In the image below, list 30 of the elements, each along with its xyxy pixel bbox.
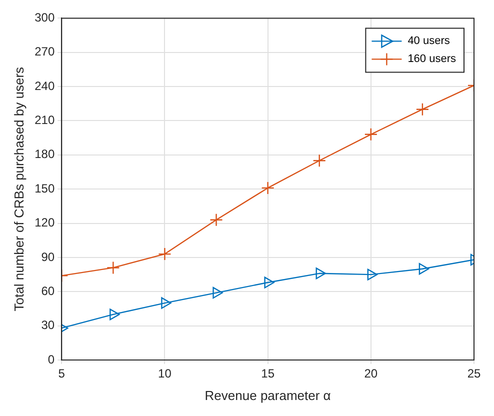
legend-label: 40 users	[408, 35, 450, 48]
x-tick-label: 10	[158, 366, 172, 381]
x-axis-title: Revenue parameter α	[204, 388, 332, 403]
point	[312, 154, 326, 168]
legend-label: 160 users	[408, 53, 456, 66]
y-tick-label: 240	[34, 78, 55, 93]
point	[316, 268, 326, 280]
y-axis-title: Total number of CRBs purchased by users	[11, 66, 26, 312]
y-tick-label: 150	[34, 181, 55, 196]
x-tick-label: 15	[261, 366, 275, 381]
point	[261, 181, 274, 195]
point	[416, 102, 430, 116]
point	[264, 276, 274, 288]
point	[210, 213, 223, 226]
point	[364, 128, 378, 142]
y-tick-label: 0	[48, 352, 55, 366]
y-tick-label: 270	[34, 44, 55, 59]
point	[110, 308, 120, 320]
point	[212, 286, 223, 299]
x-tick-label: 5	[58, 366, 66, 381]
y-tick-label: 180	[34, 147, 55, 162]
x-tick-label: 20	[364, 366, 378, 381]
x-tick-label: 25	[467, 366, 481, 381]
y-tick-label: 30	[41, 318, 55, 332]
y-tick-label: 300	[34, 10, 55, 25]
y-tick-label: 90	[41, 250, 55, 264]
y-tick-label: 210	[34, 113, 55, 128]
point	[161, 297, 172, 309]
y-tick-label: 120	[34, 216, 55, 230]
y-tick-label: 60	[41, 284, 55, 298]
